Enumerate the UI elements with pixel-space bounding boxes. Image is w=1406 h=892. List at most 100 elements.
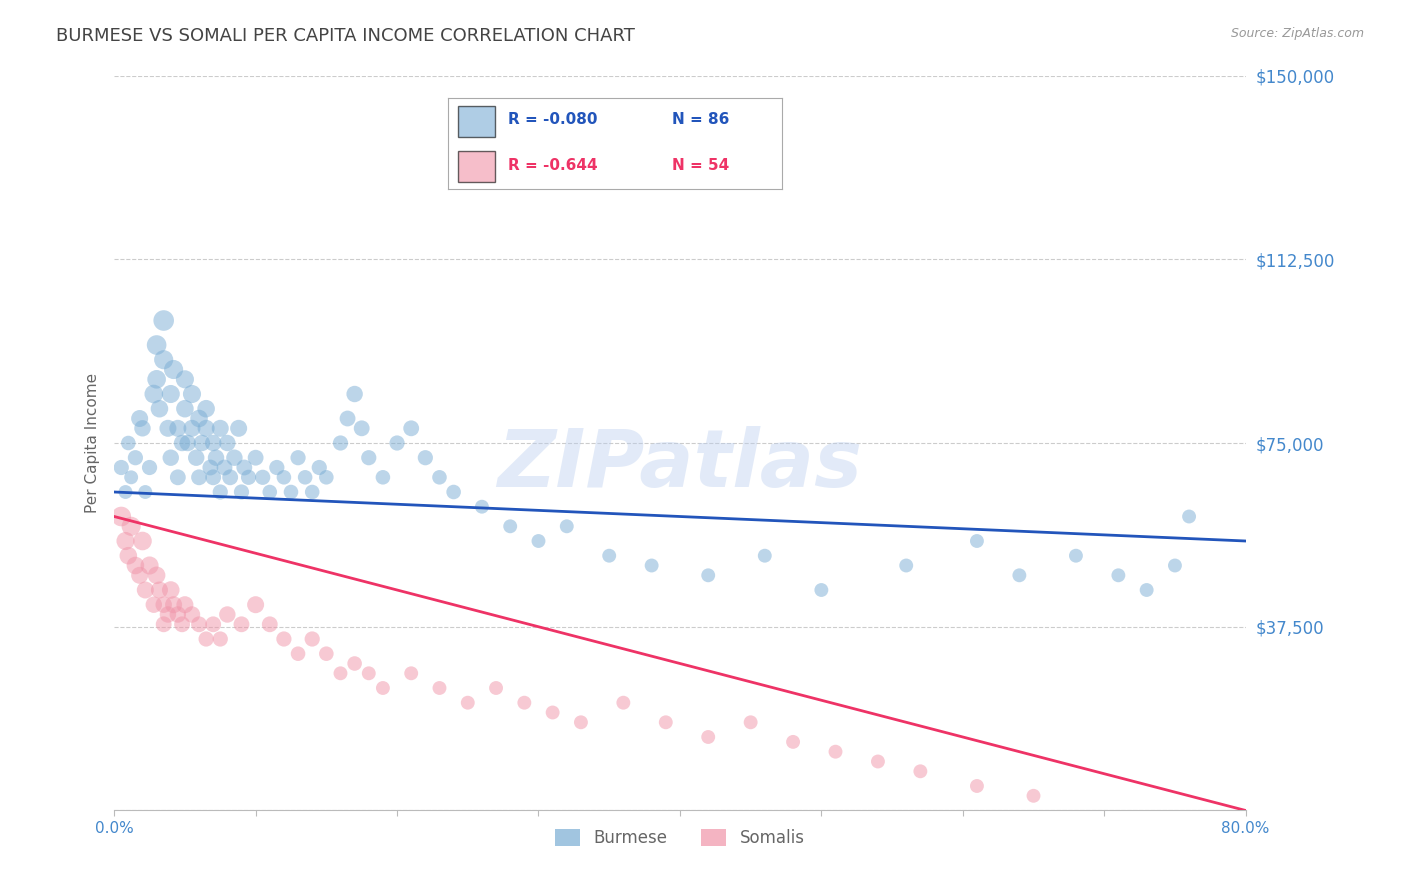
Point (343, 657, 366, 671)
Point (485, 681, 508, 695)
Point (280, 485, 302, 500)
Point (415, 450, 437, 465)
Point (188, 617, 211, 632)
Point (1022, 789, 1045, 803)
Point (209, 632, 232, 646)
Point (114, 485, 136, 500)
Point (188, 470, 211, 484)
Point (181, 421, 204, 435)
Point (308, 460, 330, 475)
Point (329, 666, 352, 681)
Point (114, 534, 136, 549)
Point (385, 436, 408, 450)
Point (209, 421, 232, 435)
Point (655, 715, 678, 730)
Point (186, 450, 208, 465)
Point (162, 598, 184, 612)
Point (177, 436, 200, 450)
Point (145, 338, 167, 352)
Point (181, 387, 204, 401)
Point (287, 450, 309, 465)
Point (315, 647, 337, 661)
Point (214, 460, 236, 475)
Point (174, 372, 197, 386)
Point (273, 632, 295, 646)
Point (142, 598, 165, 612)
Point (697, 730, 720, 744)
Point (238, 470, 260, 484)
Point (195, 401, 218, 416)
Point (233, 460, 256, 475)
Point (181, 607, 204, 622)
Point (131, 534, 153, 549)
Point (287, 647, 309, 661)
Point (166, 421, 188, 435)
Point (866, 755, 889, 769)
Point (162, 362, 184, 376)
Point (174, 598, 197, 612)
Point (128, 568, 150, 582)
Point (357, 666, 380, 681)
Point (202, 617, 225, 632)
Point (145, 568, 167, 582)
Point (134, 485, 156, 500)
Point (569, 715, 592, 730)
Point (252, 470, 274, 484)
Point (110, 460, 132, 475)
Point (117, 436, 139, 450)
Point (117, 549, 139, 563)
Point (138, 460, 160, 475)
Point (350, 421, 373, 435)
Point (336, 411, 359, 425)
Point (245, 598, 267, 612)
Point (294, 470, 316, 484)
Point (824, 745, 846, 759)
Point (231, 485, 253, 500)
Point (152, 598, 174, 612)
Point (166, 470, 188, 484)
Point (195, 632, 218, 646)
Point (329, 436, 352, 450)
Point (266, 460, 288, 475)
Point (131, 421, 153, 435)
Point (191, 436, 214, 450)
Point (188, 411, 211, 425)
Point (120, 519, 142, 533)
Point (159, 450, 181, 465)
Point (202, 436, 225, 450)
Point (138, 558, 160, 573)
Point (315, 470, 337, 484)
Point (343, 387, 366, 401)
Text: BURMESE VS SOMALI PER CAPITA INCOME CORRELATION CHART: BURMESE VS SOMALI PER CAPITA INCOME CORR… (56, 27, 636, 45)
Point (209, 485, 232, 500)
Point (152, 352, 174, 367)
Point (1008, 568, 1031, 582)
Point (371, 681, 394, 695)
Point (159, 387, 181, 401)
Point (697, 568, 720, 582)
Point (301, 632, 323, 646)
Point (156, 421, 179, 435)
Point (159, 582, 181, 597)
Point (231, 617, 253, 632)
Point (156, 607, 179, 622)
Point (1136, 582, 1159, 597)
Point (200, 460, 222, 475)
Point (124, 558, 146, 573)
Text: ZIPatlas: ZIPatlas (498, 426, 862, 504)
Point (399, 421, 422, 435)
Point (555, 519, 578, 533)
Point (513, 696, 536, 710)
Point (910, 764, 932, 779)
Point (1178, 509, 1201, 524)
Point (598, 549, 620, 563)
Point (499, 519, 522, 533)
Point (1164, 558, 1187, 573)
Point (202, 470, 225, 484)
Point (134, 582, 156, 597)
Point (217, 436, 239, 450)
Point (259, 617, 281, 632)
Point (357, 450, 380, 465)
Point (142, 387, 165, 401)
Y-axis label: Per Capita Income: Per Capita Income (86, 373, 100, 513)
